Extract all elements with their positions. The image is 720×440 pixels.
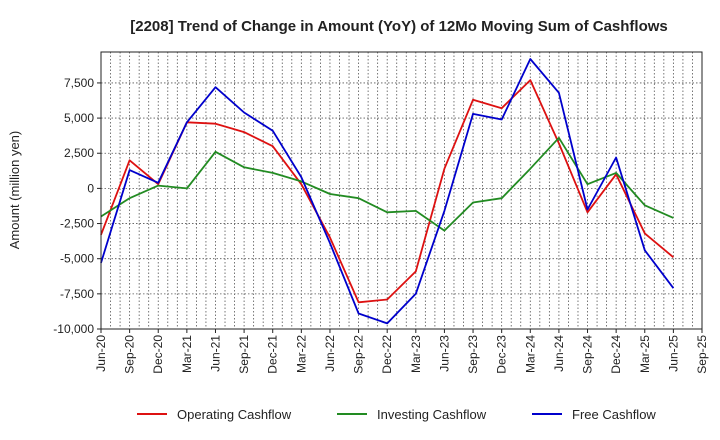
x-tick-label: Dec-20 [151, 335, 165, 374]
y-tick-label: -7,500 [60, 287, 94, 301]
y-tick-label: 2,500 [64, 146, 94, 160]
operating-cashflow-line [100, 79, 674, 304]
x-tick-label: Jun-25 [666, 335, 680, 372]
chart-title: [2208] Trend of Change in Amount (YoY) o… [130, 18, 668, 35]
x-tick-label: Sep-20 [123, 335, 137, 374]
plot-frame [100, 51, 703, 330]
y-tick-label: 7,500 [64, 76, 94, 90]
legend-label-investing-cashflow: Investing Cashflow [377, 407, 487, 422]
y-tick-label: -2,500 [60, 217, 94, 231]
y-axis-label: Amount (million yen) [7, 131, 22, 250]
x-tick-label: Jun-21 [208, 335, 222, 372]
x-axis-ticks: Jun-20 Sep-20 Dec-20 Mar-21 Jun-21 Sep-21 Dec-… [94, 329, 709, 374]
y-tick-label: 5,000 [64, 111, 94, 125]
x-tick-label: Dec-21 [266, 335, 280, 374]
x-tick-label: Sep-22 [352, 335, 366, 374]
x-tick-label: Sep-23 [466, 335, 480, 374]
y-tick-label: -10,000 [53, 322, 94, 336]
x-tick-label: Jun-20 [94, 335, 108, 372]
x-tick-label: Sep-24 [581, 335, 595, 374]
x-tick-label: Mar-23 [409, 335, 423, 373]
grid-lines [100, 52, 703, 330]
series-lines [100, 58, 675, 325]
x-tick-label: Dec-22 [380, 335, 394, 374]
y-tick-label: -5,000 [60, 252, 94, 266]
legend-label-operating-cashflow: Operating Cashflow [177, 407, 292, 422]
x-tick-label: Mar-24 [523, 335, 537, 373]
x-tick-label: Sep-21 [237, 335, 251, 374]
plot-area [101, 52, 702, 329]
legend: Operating Cashflow Investing Cashflow Free… [137, 407, 656, 422]
x-tick-label: Mar-25 [638, 335, 652, 373]
x-tick-label: Jun-23 [437, 335, 451, 372]
x-tick-label: Dec-23 [495, 335, 509, 374]
y-axis-ticks: -10,000 -7,500 -5,000 -2,500 0 2,500 5,000 7,50… [53, 76, 101, 336]
free-cashflow-line [100, 58, 675, 325]
y-tick-label: 0 [87, 181, 94, 195]
x-tick-label: Jun-22 [323, 335, 337, 372]
legend-label-free-cashflow: Free Cashflow [572, 407, 656, 422]
x-tick-label: Mar-21 [180, 335, 194, 373]
x-tick-label: Sep-25 [695, 335, 709, 374]
x-tick-label: Jun-24 [552, 335, 566, 372]
x-tick-label: Mar-22 [294, 335, 308, 373]
x-tick-label: Dec-24 [609, 335, 623, 374]
